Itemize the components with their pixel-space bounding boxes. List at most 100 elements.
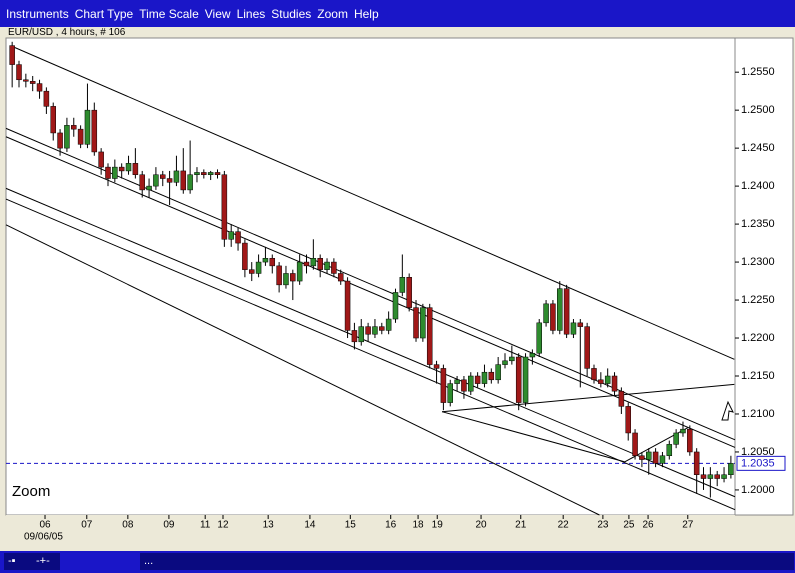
candle-body xyxy=(276,265,282,286)
candle-body xyxy=(23,79,29,82)
candle-body xyxy=(255,261,262,274)
tool-button[interactable]: -+- xyxy=(32,553,60,570)
candle-body xyxy=(207,172,214,175)
tool-button[interactable]: -▪ xyxy=(4,553,32,570)
candle-body xyxy=(385,318,392,331)
candle-body xyxy=(221,174,228,240)
candle-body xyxy=(611,375,618,392)
candle-body xyxy=(365,326,371,335)
candle-body xyxy=(248,269,255,274)
candle-body xyxy=(9,45,15,65)
y-tick-label: 1.2350 xyxy=(741,218,775,230)
candle-body xyxy=(488,371,495,381)
candle-body xyxy=(550,303,556,331)
candle-body xyxy=(420,307,426,339)
candle-body xyxy=(700,474,707,479)
candle-body xyxy=(262,258,269,263)
candle-body xyxy=(652,451,659,464)
candle-body xyxy=(16,64,22,81)
candle-body xyxy=(283,273,289,286)
menu-item[interactable]: Chart Type xyxy=(74,6,134,21)
candle-body xyxy=(235,231,241,244)
candle-body xyxy=(598,379,604,384)
candle-body xyxy=(146,185,152,191)
y-tick-label: 1.2000 xyxy=(741,484,775,496)
chart: Zoom 09/06/05 1.2000 1.2050 1.2100 1.2150 1.… xyxy=(5,37,794,543)
candle-body xyxy=(71,125,77,130)
y-tick-label: 1.2150 xyxy=(741,370,775,382)
candle-body xyxy=(604,375,611,384)
candle-body xyxy=(440,368,447,403)
candle-body xyxy=(529,352,536,358)
status-bar: -▪ -+- ... xyxy=(0,551,795,573)
menu-item[interactable]: Time Scale xyxy=(139,6,199,21)
candle-body xyxy=(173,170,180,183)
candle-body xyxy=(639,455,645,460)
candle-body xyxy=(399,277,406,293)
candle-body xyxy=(118,166,125,172)
candle-body xyxy=(372,326,378,335)
trend-line xyxy=(11,45,735,360)
candle-body xyxy=(693,451,700,475)
candle-body xyxy=(707,474,714,479)
candle-body xyxy=(413,307,419,339)
menu-item[interactable]: Zoom xyxy=(317,6,348,21)
chart-header: EUR/USD , 4 hours, # 106 xyxy=(8,27,126,38)
x-tick-label: 22 xyxy=(558,520,570,531)
current-price-box xyxy=(736,455,786,471)
candle-body xyxy=(687,428,693,453)
menu-item[interactable]: Lines xyxy=(236,6,266,21)
candle-body xyxy=(406,277,412,308)
y-tick-label: 1.2450 xyxy=(741,142,775,154)
candle-body xyxy=(344,280,351,331)
price-axis xyxy=(734,37,794,516)
menu-item[interactable]: Instruments xyxy=(6,6,69,21)
candle-body xyxy=(474,375,481,384)
trend-line xyxy=(5,224,600,516)
menu-bar: Instruments Chart Type Time Scale View Lines… xyxy=(0,0,795,27)
candle-body xyxy=(57,132,63,149)
candle-body xyxy=(502,360,508,365)
candle-body xyxy=(310,258,317,267)
y-tick-label: 1.2250 xyxy=(741,294,775,306)
x-tick-label: 20 xyxy=(475,520,487,531)
menu-item[interactable]: Studies xyxy=(271,6,312,21)
y-tick-label: 1.2200 xyxy=(741,332,775,344)
candle-body xyxy=(324,261,330,270)
menu-item[interactable]: View xyxy=(204,6,231,21)
candle-body xyxy=(153,174,159,187)
candle-body xyxy=(577,322,584,327)
candle-body xyxy=(201,172,207,175)
candle-body xyxy=(43,90,50,107)
trend-line xyxy=(5,187,736,498)
candle-body xyxy=(269,258,276,267)
candle-body xyxy=(522,356,529,403)
candle-body xyxy=(481,371,488,384)
x-tick-label: 08 xyxy=(122,520,134,531)
candle-body xyxy=(84,109,91,145)
x-tick-label: 06 xyxy=(39,520,51,531)
candle-body xyxy=(379,326,385,331)
trend-line xyxy=(5,198,736,511)
candle-body xyxy=(461,379,467,392)
candle-body xyxy=(98,151,104,168)
menu-item[interactable]: Help xyxy=(353,6,379,21)
x-tick-label: 16 xyxy=(385,520,397,531)
candle-body xyxy=(728,463,734,475)
x-tick-label: 07 xyxy=(81,520,93,531)
candle-body xyxy=(214,172,221,175)
candle-body xyxy=(160,174,166,179)
x-tick-label: 13 xyxy=(263,520,275,531)
x-tick-label: 15 xyxy=(345,520,357,531)
candle-body xyxy=(331,261,337,274)
candle-body xyxy=(392,292,399,320)
candle-body xyxy=(166,178,173,183)
candle-body xyxy=(557,288,563,331)
x-tick-label: 18 xyxy=(413,520,425,531)
candle-body xyxy=(673,432,679,445)
x-tick-label: 27 xyxy=(682,520,694,531)
candle-body xyxy=(509,356,515,362)
candle-body xyxy=(584,326,590,369)
cursor xyxy=(721,400,734,421)
x-tick-label: 23 xyxy=(597,520,609,531)
